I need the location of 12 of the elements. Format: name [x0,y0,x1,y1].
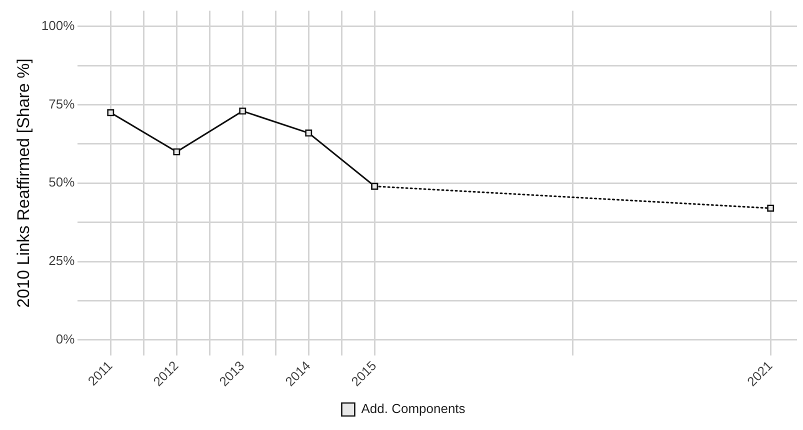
point [107,109,114,116]
y-tick-label: 0% [56,331,76,346]
legend-label: Add. Components [361,401,466,416]
y-tick-label: 100% [41,18,76,34]
y-tick-label: 50% [48,174,76,190]
point [305,130,312,136]
y-tick-label: 25% [48,253,76,268]
point [173,148,180,156]
point [239,108,246,115]
y-tick-label: 75% [48,96,76,112]
y-axis-title: 2010 Links Reaffirmed [Share %] [14,58,33,308]
point [767,204,774,212]
